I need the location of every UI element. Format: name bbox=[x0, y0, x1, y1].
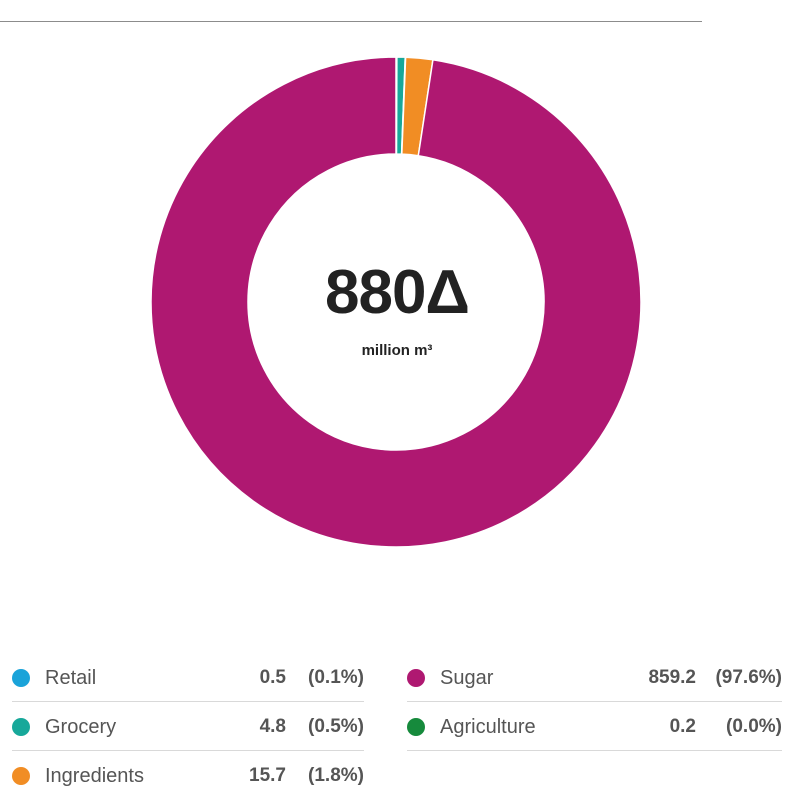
retail-color-dot bbox=[12, 669, 30, 687]
legend-label: Agriculture bbox=[440, 716, 536, 738]
legend-item-grocery[interactable]: Grocery 4.8 (0.5%) bbox=[12, 702, 364, 751]
legend-row-1: Retail 0.5 (0.1%) Sugar 859.2 (97.6%) bbox=[12, 653, 782, 702]
legend-row-3: Ingredients 15.7 (1.8%) bbox=[12, 751, 782, 800]
legend-item-ingredients[interactable]: Ingredients 15.7 (1.8%) bbox=[12, 751, 364, 799]
ingredients-color-dot bbox=[12, 767, 30, 785]
legend-item-retail[interactable]: Retail 0.5 (0.1%) bbox=[12, 653, 364, 702]
donut-chart bbox=[150, 56, 642, 548]
legend-value: 0.2 bbox=[669, 716, 696, 737]
legend-label: Sugar bbox=[440, 667, 494, 689]
legend-percent: (97.6%) bbox=[715, 667, 782, 688]
grocery-color-dot bbox=[12, 718, 30, 736]
sugar-color-dot bbox=[407, 669, 425, 687]
legend-item-agriculture[interactable]: Agriculture 0.2 (0.0%) bbox=[407, 702, 782, 751]
legend-percent: (0.5%) bbox=[308, 716, 364, 737]
legend-label: Ingredients bbox=[45, 765, 144, 787]
legend-value: 0.5 bbox=[259, 667, 286, 688]
legend-percent: (0.1%) bbox=[308, 667, 364, 688]
legend-item-sugar[interactable]: Sugar 859.2 (97.6%) bbox=[407, 653, 782, 702]
center-total-value: 880Δ bbox=[324, 258, 470, 327]
legend-percent: (0.0%) bbox=[726, 716, 782, 737]
legend-percent: (1.8%) bbox=[308, 765, 364, 786]
legend-value: 859.2 bbox=[648, 667, 696, 688]
slice-sugar bbox=[150, 56, 642, 548]
agriculture-color-dot bbox=[407, 718, 425, 736]
legend-value: 15.7 bbox=[249, 765, 286, 786]
center-unit-label: million m³ bbox=[361, 342, 433, 359]
legend-value: 4.8 bbox=[259, 716, 286, 737]
legend-row-2: Grocery 4.8 (0.5%) Agriculture 0.2 (0.0%… bbox=[12, 702, 782, 751]
legend-label: Retail bbox=[45, 667, 97, 689]
top-divider bbox=[0, 21, 702, 22]
legend-label: Grocery bbox=[45, 716, 117, 738]
